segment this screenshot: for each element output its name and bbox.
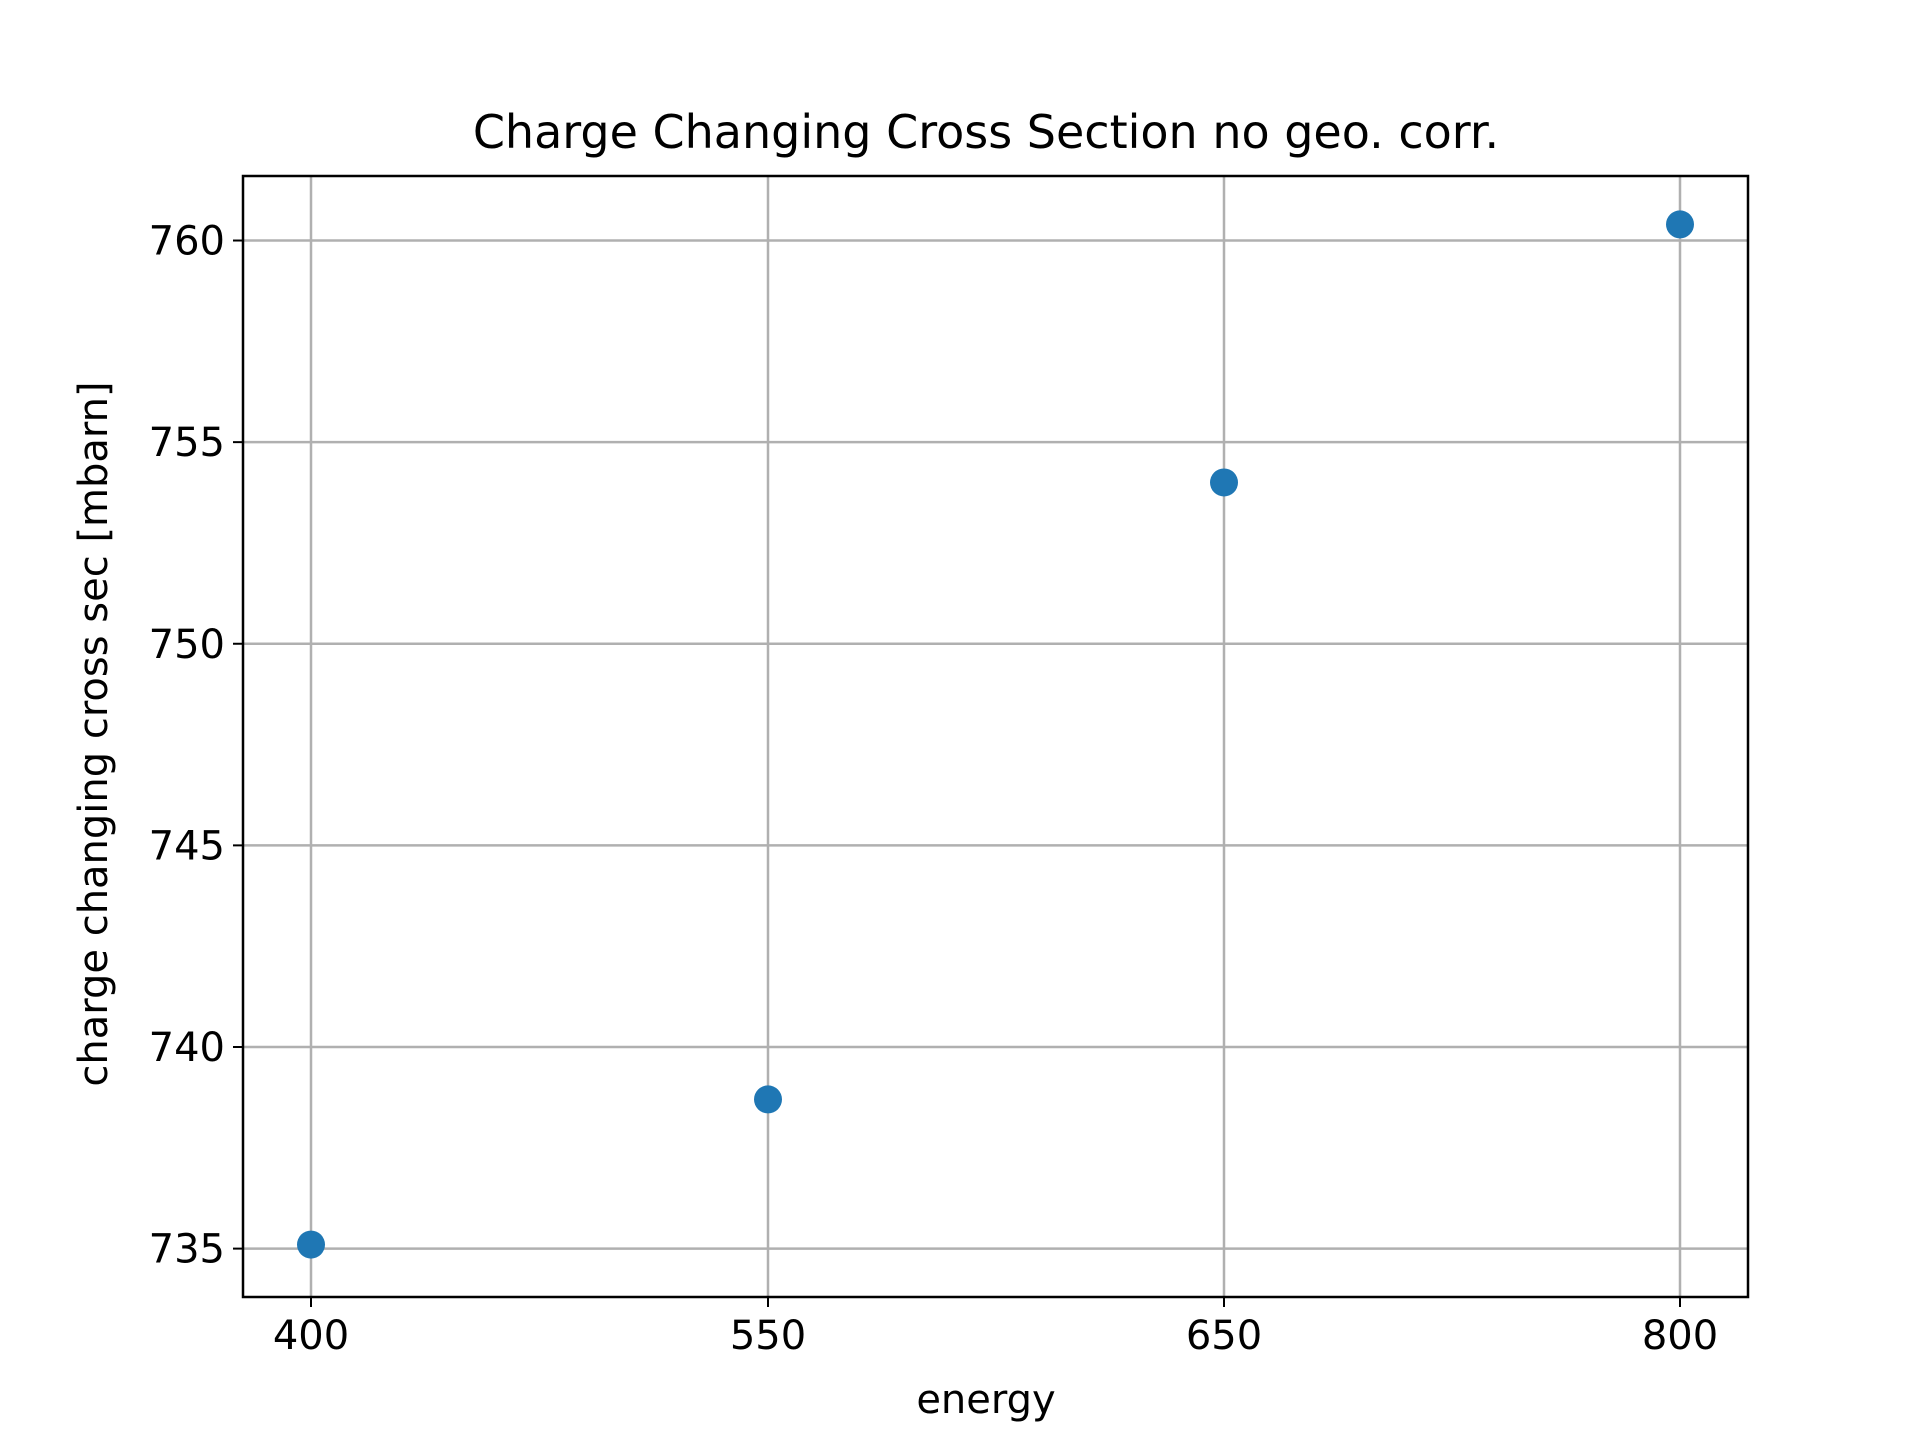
y-tick-label: 740 [149,1025,225,1071]
data-points [297,210,1694,1259]
data-point [1666,210,1694,239]
grid-lines [243,176,1748,1297]
y-tick-label: 755 [149,420,225,466]
axis-ticks: 400 550 650 800 735 740 745 750 755 760 [149,219,1719,1359]
chart-title: Charge Changing Cross Section no geo. co… [473,105,1499,159]
data-point [754,1085,782,1114]
y-axis-label: charge changing cross sec [mbarn] [71,381,117,1086]
data-point [297,1230,325,1259]
y-tick-label: 735 [149,1227,225,1273]
y-tick-label: 745 [149,823,225,869]
x-tick-label: 400 [273,1313,349,1359]
x-axis-label: energy [916,1377,1055,1423]
x-tick-label: 800 [1642,1313,1718,1359]
x-tick-label: 650 [1186,1313,1262,1359]
y-tick-label: 750 [149,622,225,668]
y-tick-label: 760 [149,219,225,265]
data-point [1210,468,1238,497]
x-tick-label: 550 [730,1313,806,1359]
plot-frame [241,174,1750,1299]
